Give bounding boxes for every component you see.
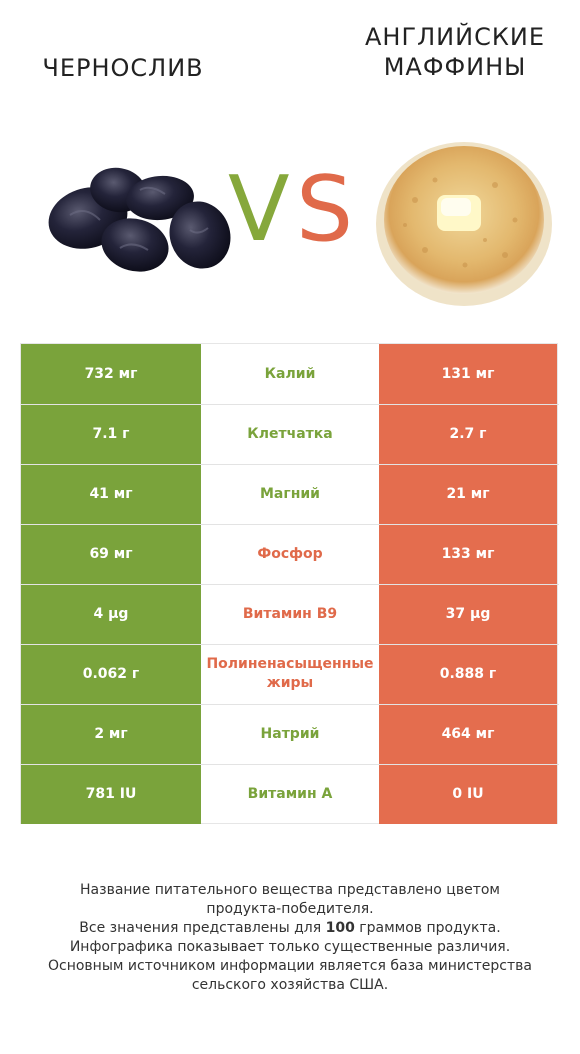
right-value-cell: 133 мг — [379, 524, 557, 584]
nutrient-name-cell: Натрий — [260, 725, 320, 742]
table-row: 732 мг Калий 131 мг — [21, 344, 559, 404]
left-value-cell: 41 мг — [21, 464, 201, 524]
row-divider — [21, 464, 559, 465]
right-value-cell: 464 мг — [379, 704, 557, 764]
footer-note: Название питательного вещества представл… — [10, 881, 570, 995]
right-food-title-line1: АНГЛИЙСКИЕ — [365, 23, 545, 51]
english-muffin-image — [376, 142, 552, 306]
left-food-title: ЧЕРНОСЛИВ — [42, 54, 204, 82]
right-food-title-line2: МАФФИНЫ — [383, 53, 527, 81]
left-value-cell: 2 мг — [21, 704, 201, 764]
nutrient-name-cell: Калий — [264, 365, 316, 382]
vs-letter-v: V — [228, 157, 290, 262]
nutrient-name-cell: Клетчатка — [247, 425, 333, 442]
comparison-table: 732 мг Калий 131 мг 7.1 г Клетчатка 2.7 г 41 м… — [20, 343, 559, 824]
nutrient-name-cell: Витамин A — [247, 785, 333, 802]
prunes-image — [48, 167, 231, 272]
footer-line3-bold: 100 — [325, 920, 355, 936]
vs-label: V S — [220, 160, 360, 260]
nutrient-name-cell: Полиненасыщенные жиры — [206, 656, 374, 691]
row-divider — [21, 764, 559, 765]
left-value-cell: 7.1 г — [21, 404, 201, 464]
vs-letter-s: S — [296, 157, 354, 262]
right-value-cell: 21 мг — [379, 464, 557, 524]
footer-line1: Название питательного вещества представл… — [80, 882, 500, 898]
table-row: 781 IU Витамин A 0 IU — [21, 764, 559, 824]
row-divider — [21, 404, 559, 405]
nutrient-name-cell: Витамин B9 — [242, 605, 338, 622]
row-divider — [21, 704, 559, 705]
row-divider — [21, 644, 559, 645]
left-value-cell: 0.062 г — [21, 644, 201, 704]
table-row: 69 мг Фосфор 133 мг — [21, 524, 559, 584]
footer-line3-post: граммов продукта. — [354, 920, 501, 936]
nutrient-name-cell: Магний — [260, 485, 320, 502]
left-value-cell: 781 IU — [21, 764, 201, 824]
footer-line6: сельского хозяйства США. — [191, 977, 389, 993]
nutrient-name-cell: Фосфор — [257, 545, 323, 562]
row-divider — [21, 584, 559, 585]
footer-line3-pre: Все значения представлены для — [79, 920, 326, 936]
footer-line2: продукта-победителя. — [206, 901, 374, 917]
right-value-cell: 131 мг — [379, 344, 557, 404]
right-food-title: АНГЛИЙСКИЕ МАФФИНЫ — [340, 22, 570, 82]
table-row: 2 мг Натрий 464 мг — [21, 704, 559, 764]
footer-line3: Все значения представлены для 100 граммо… — [10, 919, 570, 938]
right-value-cell: 2.7 г — [379, 404, 557, 464]
table-row: 41 мг Магний 21 мг — [21, 464, 559, 524]
left-value-cell: 732 мг — [21, 344, 201, 404]
table-row: 7.1 г Клетчатка 2.7 г — [21, 404, 559, 464]
row-divider — [21, 524, 559, 525]
footer-line4: Инфографика показывает только существенн… — [69, 939, 511, 955]
right-value-cell: 0.888 г — [379, 644, 557, 704]
left-value-cell: 69 мг — [21, 524, 201, 584]
footer-line5: Основным источником информации является … — [48, 958, 532, 974]
left-value-cell: 4 µg — [21, 584, 201, 644]
table-row: 0.062 г Полиненасыщенные жиры 0.888 г — [21, 644, 559, 704]
right-value-cell: 0 IU — [379, 764, 557, 824]
table-row: 4 µg Витамин B9 37 µg — [21, 584, 559, 644]
right-value-cell: 37 µg — [379, 584, 557, 644]
